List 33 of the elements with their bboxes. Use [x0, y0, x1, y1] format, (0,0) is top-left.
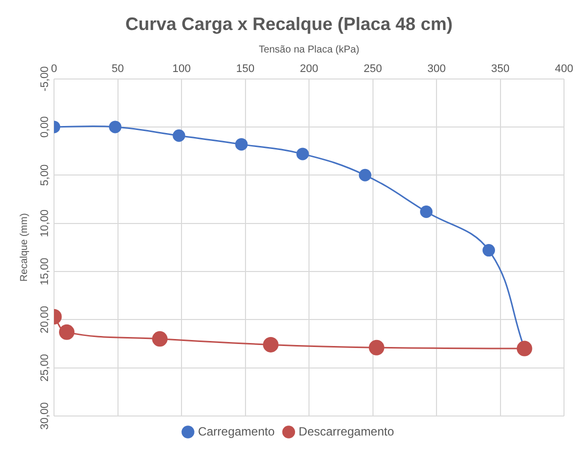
y-tick-label: 30,00: [39, 402, 52, 430]
point: [420, 206, 433, 218]
point: [172, 129, 186, 142]
point: [59, 324, 74, 340]
x-tick-label: 150: [236, 63, 254, 76]
x-tick-label: 50: [112, 63, 124, 76]
y-tick-label: 5,00: [39, 164, 52, 186]
x-tick-label: 350: [491, 63, 510, 76]
chart-title: Curva Carga x Recalque (Placa 48 cm): [125, 14, 453, 34]
point: [108, 120, 122, 134]
x-tick-label: 250: [364, 63, 382, 76]
x-tick-label: 400: [554, 63, 574, 76]
point: [358, 168, 372, 182]
point: [368, 340, 384, 356]
x-tick-label: 300: [427, 63, 446, 76]
legend-label: Carregamento: [198, 424, 275, 438]
point: [263, 336, 278, 352]
legend-label: Descarregamento: [298, 424, 394, 438]
y-tick-label: 20,00: [39, 306, 52, 334]
x-axis-title: Tensão na Placa (kPa): [258, 44, 360, 56]
point: [235, 138, 248, 151]
y-axis-title: Recalque (mm): [18, 213, 30, 282]
y-tick-label: 25,00: [39, 354, 52, 382]
x-tick-label: 100: [172, 63, 191, 76]
y-tick-label: 15,00: [39, 258, 52, 286]
y-tick-label: 0,00: [39, 116, 52, 138]
point: [296, 148, 309, 160]
point: [152, 331, 168, 347]
y-tick-label: -5,00: [39, 66, 52, 92]
x-tick-label: 0: [50, 63, 58, 76]
point: [482, 244, 496, 257]
x-tick-label: 200: [300, 63, 318, 76]
y-tick-label: 10,00: [39, 210, 52, 238]
